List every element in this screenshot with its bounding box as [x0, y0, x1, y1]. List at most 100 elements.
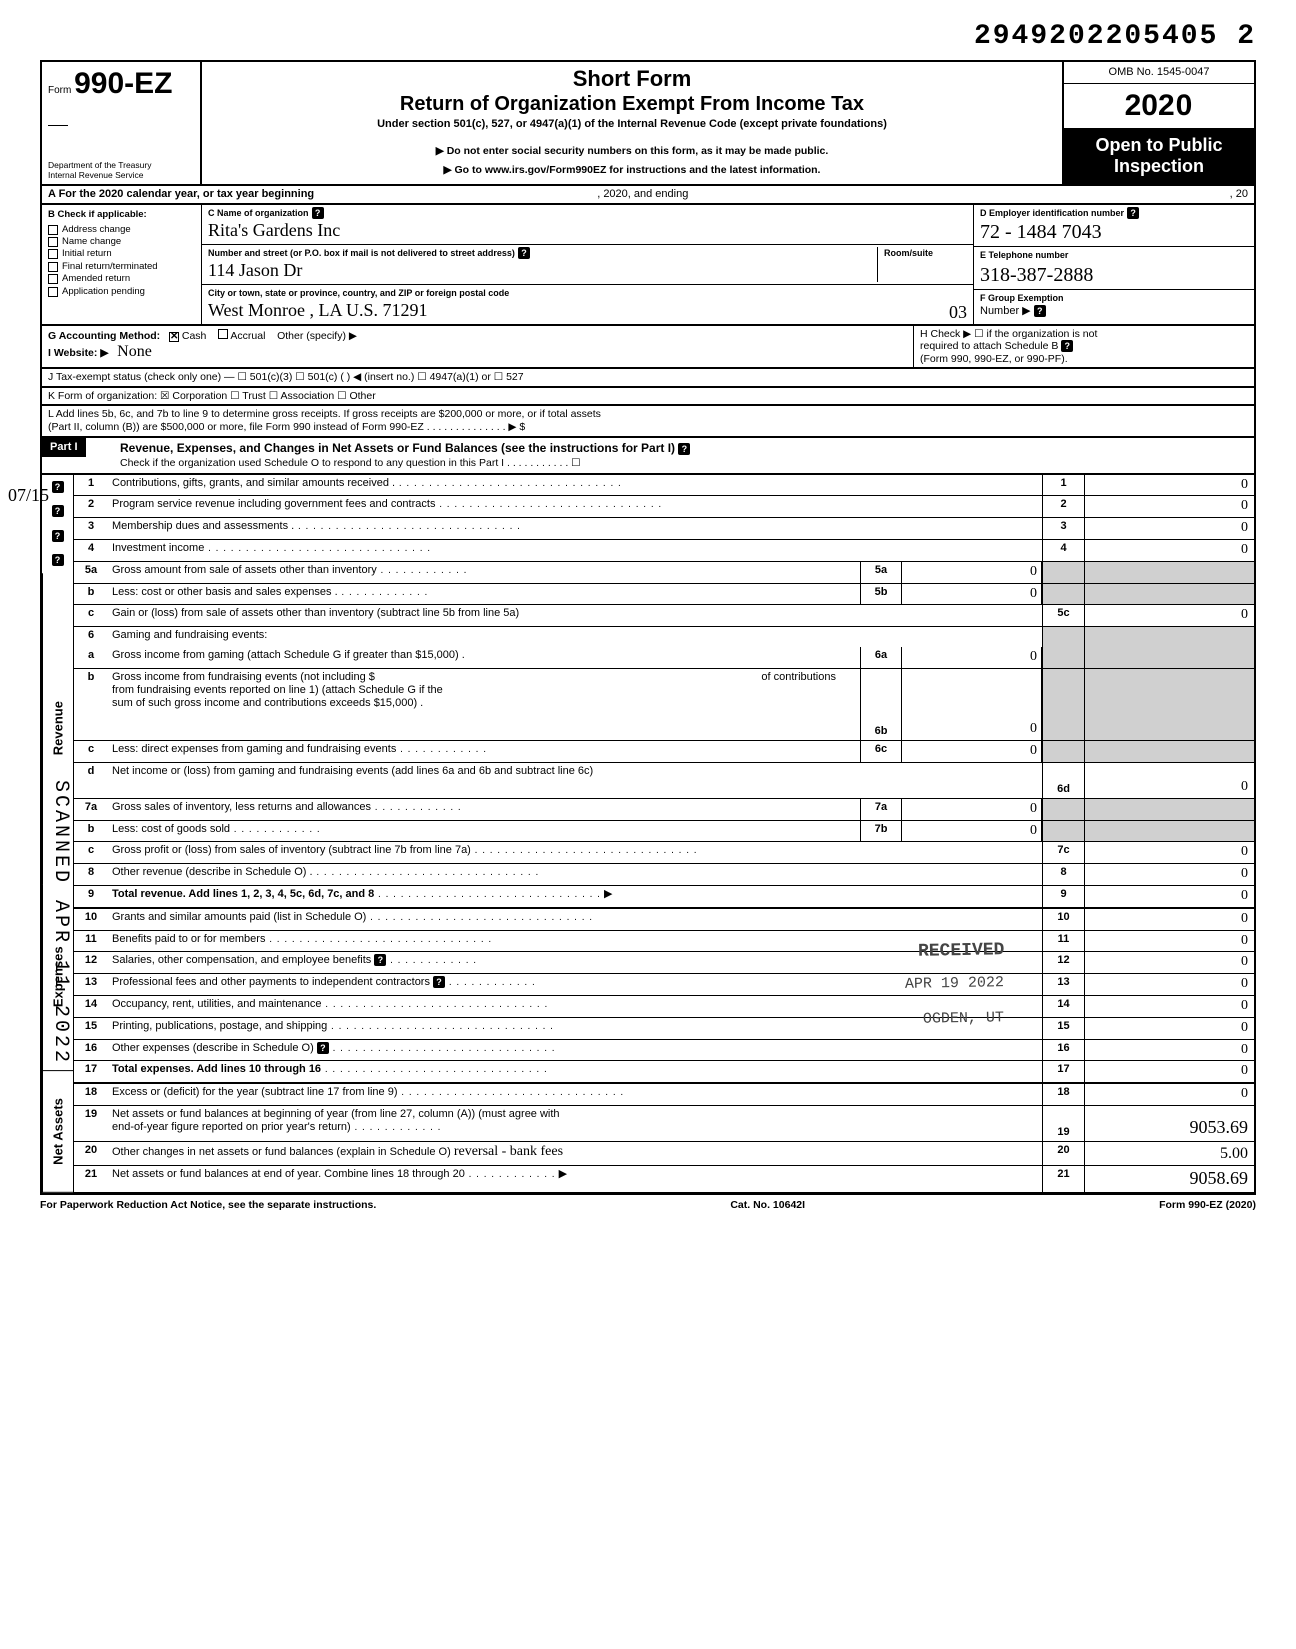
side-labels: ? ? ? ? Revenue Expenses Net Assets	[42, 475, 74, 1193]
omb-number: OMB No. 1545-0047	[1064, 62, 1254, 84]
chk-amended[interactable]: Amended return	[48, 273, 195, 284]
ln-box: 8	[1042, 864, 1084, 885]
ln-val: 5.00	[1084, 1142, 1254, 1165]
ein-row: D Employer identification number ? 72 - …	[974, 205, 1254, 247]
ln-box-shade	[1042, 562, 1084, 583]
line20-handwriting: reversal - bank fees	[454, 1144, 563, 1159]
street-row: Number and street (or P.O. box if mail i…	[202, 245, 973, 285]
checkbox-icon[interactable]	[48, 237, 58, 247]
ln-box: 10	[1042, 909, 1084, 930]
top-scan-id: 2949202205405 2	[40, 20, 1256, 54]
line-11: 11 Benefits paid to or for members 11 0	[74, 931, 1254, 953]
chk-label: Final return/terminated	[62, 261, 158, 272]
help-icon[interactable]: ?	[518, 247, 530, 259]
ln-desc: Occupancy, rent, utilities, and maintena…	[108, 996, 1042, 1017]
line-6b: b Gross income from fundraising events (…	[74, 669, 1254, 741]
t21: Net assets or fund balances at end of ye…	[112, 1168, 465, 1180]
t17: Total expenses. Add lines 10 through 16	[112, 1063, 321, 1075]
ln-val: 0	[1084, 475, 1254, 496]
line-12: 12 Salaries, other compensation, and emp…	[74, 952, 1254, 974]
chk-name-change[interactable]: Name change	[48, 236, 195, 247]
ln-desc: Total revenue. Add lines 1, 2, 3, 4, 5c,…	[108, 886, 1042, 907]
divider	[48, 125, 68, 126]
chk-final-return[interactable]: Final return/terminated	[48, 261, 195, 272]
chk-label: Initial return	[62, 248, 112, 259]
checkbox-icon[interactable]	[48, 262, 58, 272]
part1-header-row: Part I Revenue, Expenses, and Changes in…	[40, 438, 1256, 475]
ln-box: 13	[1042, 974, 1084, 995]
row-a-calendar-year: A For the 2020 calendar year, or tax yea…	[40, 186, 1256, 205]
d2: of contributions	[761, 671, 836, 684]
help-icon[interactable]: ?	[52, 481, 64, 493]
checkbox-icon[interactable]	[48, 225, 58, 235]
help-icon[interactable]: ?	[317, 1042, 329, 1054]
city-value: West Monroe , LA U.S. 71291	[208, 300, 428, 320]
ln-mid-val: 0	[902, 669, 1042, 740]
d2: end-of-year figure reported on prior yea…	[112, 1121, 351, 1133]
ln-box-shade	[1042, 647, 1084, 668]
row-a-mid: , 2020, and ending	[597, 188, 688, 200]
header-left: Form 990-EZ Department of the Treasury I…	[42, 62, 202, 184]
help-icon[interactable]: ?	[433, 976, 445, 988]
h-line3: (Form 990, 990-EZ, or 990-PF).	[920, 353, 1248, 366]
h2-text: required to attach Schedule B	[920, 340, 1058, 352]
d	[329, 1042, 556, 1054]
d1: Net assets or fund balances at beginning…	[112, 1108, 560, 1120]
line-5a: 5a Gross amount from sale of assets othe…	[74, 562, 1254, 584]
chk-app-pending[interactable]: Application pending	[48, 286, 195, 297]
header-right: OMB No. 1545-0047 2020 Open to Public In…	[1064, 62, 1254, 184]
ln-desc: Contributions, gifts, grants, and simila…	[108, 475, 1042, 496]
ln-box-shade	[1042, 799, 1084, 820]
website-value: None	[117, 343, 152, 360]
chk-cash[interactable]	[169, 332, 179, 342]
ln-num: b	[74, 669, 108, 740]
d4: sum of such gross income and contributio…	[112, 697, 423, 709]
ln-val: 0	[1084, 909, 1254, 930]
ln-mid-val: 0	[902, 821, 1042, 842]
ln-box: 3	[1042, 518, 1084, 539]
line-1: 1 Contributions, gifts, grants, and simi…	[74, 475, 1254, 497]
ln-box-shade	[1042, 584, 1084, 605]
f-label: F Group Exemption	[980, 293, 1064, 303]
help-icon[interactable]: ?	[312, 207, 324, 219]
checkbox-icon[interactable]	[48, 249, 58, 259]
ln-val-shade	[1084, 799, 1254, 820]
line-2: 2 Program service revenue including gove…	[74, 496, 1254, 518]
help-icon[interactable]: ?	[52, 530, 64, 542]
ln-num: 6	[74, 627, 108, 647]
g-label: G Accounting Method:	[48, 330, 160, 342]
ln-num: 9	[74, 886, 108, 907]
ln-box: 14	[1042, 996, 1084, 1017]
ln-num: 11	[74, 931, 108, 952]
footer: For Paperwork Reduction Act Notice, see …	[40, 1195, 1256, 1212]
street-cell: Number and street (or P.O. box if mail i…	[208, 247, 877, 282]
room-cell: Room/suite	[877, 247, 967, 282]
revenue-side-label: Revenue	[42, 573, 74, 884]
chk-label: Application pending	[62, 286, 145, 297]
ln-box: 6d	[1042, 763, 1084, 798]
d	[374, 888, 601, 900]
ln-desc: Net income or (loss) from gaming and fun…	[108, 763, 1042, 798]
chk-initial-return[interactable]: Initial return	[48, 248, 195, 259]
return-title: Return of Organization Exempt From Incom…	[210, 92, 1054, 116]
help-icon[interactable]: ?	[1127, 207, 1139, 219]
help-icon[interactable]: ?	[52, 505, 64, 517]
help-icon[interactable]: ?	[1034, 305, 1046, 317]
chk-address-change[interactable]: Address change	[48, 224, 195, 235]
line-6d: d Net income or (loss) from gaming and f…	[74, 763, 1254, 799]
ln-num: c	[74, 741, 108, 762]
checkbox-icon[interactable]	[48, 274, 58, 284]
help-icon[interactable]: ?	[374, 954, 386, 966]
accounting-website: G Accounting Method: Cash Accrual Other …	[42, 326, 914, 368]
help-icon[interactable]: ?	[1061, 340, 1073, 352]
help-icon[interactable]: ?	[52, 554, 64, 566]
ln-box: 20	[1042, 1142, 1084, 1165]
part1-label-cell: Part I	[42, 438, 114, 473]
checkbox-icon[interactable]	[48, 287, 58, 297]
help-icon[interactable]: ?	[678, 443, 690, 455]
ln-desc: Printing, publications, postage, and shi…	[108, 1018, 1042, 1039]
room-label: Room/suite	[884, 248, 933, 258]
ln-box: 21	[1042, 1166, 1084, 1192]
expenses-side-label: Expenses	[42, 884, 74, 1071]
chk-accrual[interactable]	[218, 329, 228, 339]
